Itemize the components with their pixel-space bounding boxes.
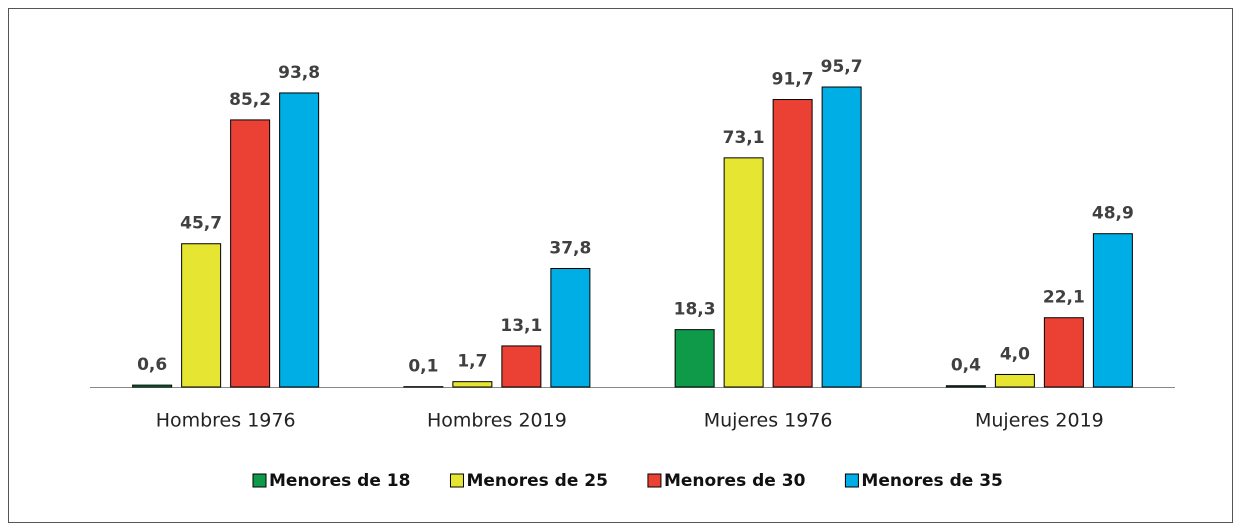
legend-swatch bbox=[647, 473, 662, 488]
data-label: 0,1 bbox=[408, 357, 438, 377]
data-label: 95,7 bbox=[821, 57, 863, 77]
data-label: 18,3 bbox=[674, 300, 716, 320]
data-label: 37,8 bbox=[549, 239, 591, 259]
x-tick-label: Hombres 2019 bbox=[427, 410, 567, 432]
legend-label: Menores de 18 bbox=[269, 471, 410, 491]
legend-swatch bbox=[449, 473, 464, 488]
bar bbox=[279, 92, 320, 388]
legend-swatch bbox=[844, 473, 859, 488]
data-label: 22,1 bbox=[1043, 288, 1085, 308]
data-label: 48,9 bbox=[1092, 204, 1134, 224]
data-label: 4,0 bbox=[1000, 344, 1030, 364]
data-label: 0,6 bbox=[137, 355, 167, 375]
bar bbox=[230, 119, 271, 388]
bar bbox=[821, 86, 862, 388]
legend-label: Menores de 30 bbox=[664, 471, 806, 491]
bar bbox=[452, 381, 493, 388]
data-label: 13,1 bbox=[500, 316, 542, 336]
bar bbox=[1043, 317, 1084, 388]
data-label: 1,7 bbox=[457, 352, 487, 372]
bar bbox=[181, 243, 222, 388]
data-label: 85,2 bbox=[229, 90, 271, 110]
data-label: 73,1 bbox=[723, 128, 765, 148]
data-label: 91,7 bbox=[772, 70, 814, 90]
x-tick-label: Mujeres 2019 bbox=[975, 410, 1104, 432]
legend-swatch bbox=[252, 473, 267, 488]
data-label: 93,8 bbox=[278, 63, 320, 83]
bar bbox=[723, 157, 764, 388]
x-tick-label: Hombres 1976 bbox=[156, 410, 296, 432]
x-tick-label: Mujeres 1976 bbox=[704, 410, 833, 432]
bar bbox=[132, 384, 173, 388]
bar bbox=[501, 345, 542, 388]
bar bbox=[674, 329, 715, 388]
bar bbox=[550, 268, 591, 388]
bar bbox=[1092, 233, 1133, 388]
bar bbox=[994, 373, 1035, 388]
data-label: 0,4 bbox=[951, 356, 981, 376]
legend-label: Menores de 25 bbox=[466, 471, 607, 491]
legend-label: Menores de 35 bbox=[861, 471, 1002, 491]
data-label: 45,7 bbox=[180, 214, 222, 234]
bar bbox=[945, 385, 986, 388]
bar bbox=[772, 99, 813, 388]
